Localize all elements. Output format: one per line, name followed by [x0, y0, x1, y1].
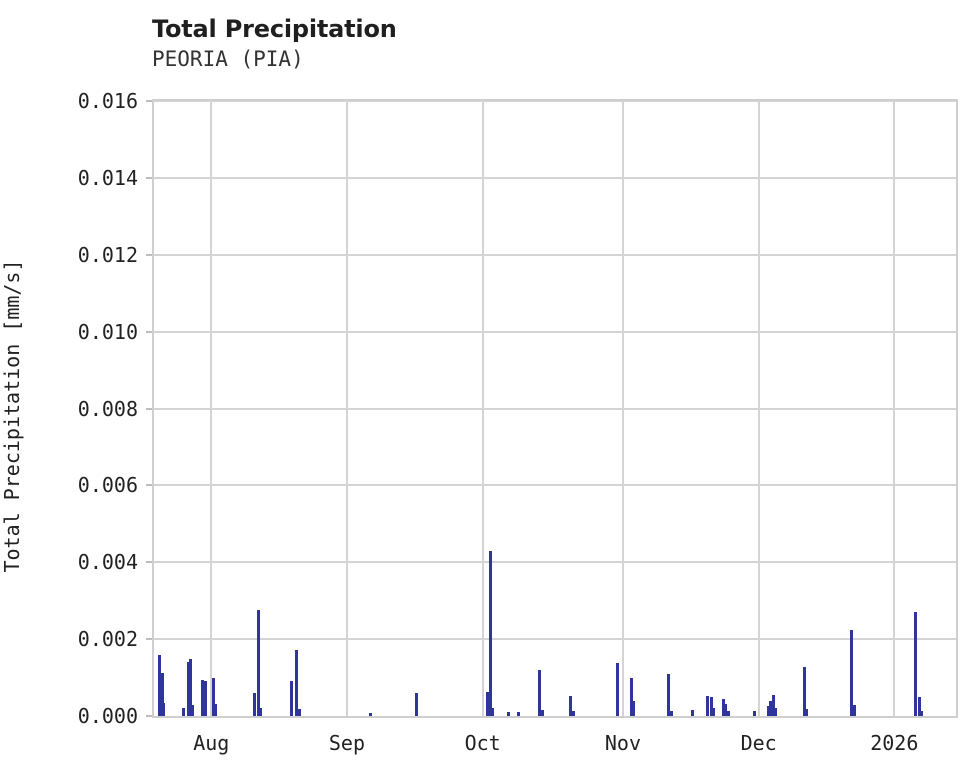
- bar: [667, 673, 670, 716]
- gridline-vertical: [345, 101, 348, 716]
- plot-inner: [154, 101, 956, 716]
- plot-area: [152, 99, 958, 718]
- gridline-horizontal: [154, 484, 956, 487]
- bar: [204, 680, 207, 716]
- gridline-horizontal: [154, 176, 956, 179]
- y-axis-tick-mark: [146, 253, 152, 256]
- bar: [691, 710, 694, 716]
- bar: [724, 704, 727, 716]
- bar: [187, 662, 190, 716]
- chart-subtitle: PEORIA (PIA): [152, 47, 304, 71]
- bar: [191, 705, 194, 716]
- bar: [507, 712, 510, 716]
- y-axis-tick-label: 0.008: [77, 396, 138, 421]
- y-axis-tick-mark: [146, 100, 152, 102]
- bar: [162, 702, 165, 716]
- bar: [214, 704, 217, 716]
- y-axis-tick-label: 0.016: [77, 89, 138, 113]
- gridline-vertical: [481, 101, 484, 716]
- bar: [712, 708, 715, 716]
- bar: [630, 678, 633, 716]
- bar: [774, 707, 777, 716]
- bar: [161, 672, 164, 716]
- x-axis-tick-label: Dec: [740, 731, 777, 755]
- bar: [295, 649, 298, 716]
- bar: [803, 666, 806, 716]
- y-axis-tick-label: 0.014: [77, 165, 138, 190]
- bar: [914, 612, 917, 716]
- bar: [491, 707, 494, 716]
- x-axis-tick-label: Sep: [328, 731, 366, 755]
- gridline-vertical: [893, 101, 896, 716]
- title-block: Total Precipitation PEORIA (PIA): [152, 14, 852, 72]
- gridline-horizontal: [154, 101, 956, 102]
- bar: [920, 710, 923, 716]
- y-axis-tick-label: 0.006: [77, 473, 138, 498]
- bar: [253, 692, 256, 716]
- bar: [710, 696, 713, 716]
- x-axis-tick-label: Oct: [464, 731, 501, 755]
- bar: [632, 701, 635, 716]
- x-axis-tick-label: 2026: [870, 731, 919, 755]
- y-axis-tick-label: 0.000: [77, 704, 138, 728]
- bar: [486, 691, 489, 716]
- bar: [722, 699, 725, 716]
- gridline-horizontal: [154, 330, 956, 333]
- bar: [569, 695, 572, 716]
- y-axis-tick-mark: [146, 715, 152, 717]
- bar: [259, 707, 262, 716]
- gridline-vertical: [757, 101, 760, 716]
- bar: [182, 708, 185, 716]
- gridline-horizontal: [154, 638, 956, 641]
- bar: [753, 711, 756, 716]
- y-axis-tick-mark: [146, 330, 152, 333]
- bar: [538, 669, 541, 716]
- bar: [727, 710, 730, 716]
- bar: [541, 709, 544, 716]
- y-axis-tick-label: 0.012: [77, 242, 138, 267]
- bar: [189, 658, 192, 716]
- x-axis-tick-label: Nov: [604, 731, 641, 755]
- bar: [212, 677, 215, 716]
- bar: [706, 695, 709, 716]
- bar: [918, 696, 921, 716]
- gridline-horizontal: [154, 253, 956, 256]
- bar: [572, 711, 575, 716]
- bar: [805, 709, 808, 716]
- y-axis-tick-label: 0.010: [77, 319, 138, 344]
- y-axis-tick-mark: [146, 561, 152, 564]
- gridline-vertical: [621, 101, 624, 716]
- y-axis-tick-mark: [146, 638, 152, 641]
- bar: [489, 550, 492, 716]
- bar: [369, 712, 372, 716]
- y-axis-tick-label: 0.004: [77, 550, 138, 575]
- bar: [415, 692, 418, 716]
- bar: [158, 655, 161, 716]
- y-axis-tick-mark: [146, 176, 152, 179]
- y-axis-tick-mark: [146, 484, 152, 487]
- gridline-horizontal: [154, 407, 956, 410]
- y-axis-tick-mark: [146, 407, 152, 410]
- bar: [517, 711, 520, 716]
- bar: [767, 706, 770, 716]
- page-title: Total Precipitation: [152, 15, 397, 43]
- bar: [257, 609, 260, 716]
- bar: [201, 680, 204, 716]
- gridline-horizontal: [154, 561, 956, 564]
- x-axis-tick-label: Aug: [193, 731, 230, 755]
- bar: [853, 705, 856, 716]
- bar: [616, 662, 619, 716]
- bar: [772, 694, 775, 716]
- bar: [298, 709, 301, 716]
- y-axis-tick-label: 0.002: [77, 627, 138, 652]
- bar: [670, 711, 673, 716]
- bar: [850, 629, 853, 716]
- gridline-vertical: [210, 101, 213, 716]
- bar: [769, 700, 772, 716]
- bar: [290, 681, 293, 716]
